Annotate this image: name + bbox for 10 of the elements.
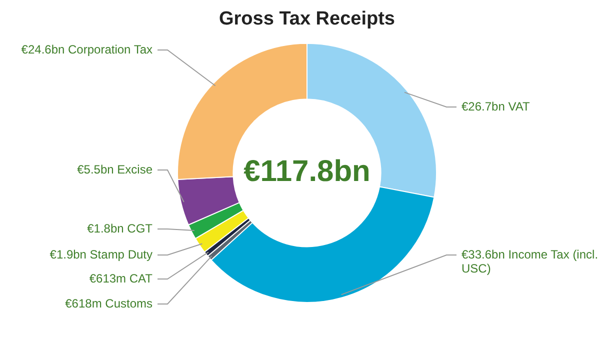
slice-label: €26.7bn VAT — [462, 99, 530, 114]
slice-label: €24.6bn Corporation Tax — [21, 42, 152, 56]
chart-title: Gross Tax Receipts — [218, 8, 396, 30]
slice-label: €1.9bn Stamp Duty — [50, 247, 152, 262]
slice-label: €5.5bn Excise — [77, 162, 153, 176]
text: €117.8bn — [244, 155, 370, 188]
slice-label: €613m CAT — [89, 271, 154, 286]
slice-label: €1.8bn CGT — [87, 221, 154, 236]
slice-label: €618m Customs — [65, 296, 152, 310]
slice-label: €33.6bn Income Tax (incl. USC) — [462, 247, 598, 276]
